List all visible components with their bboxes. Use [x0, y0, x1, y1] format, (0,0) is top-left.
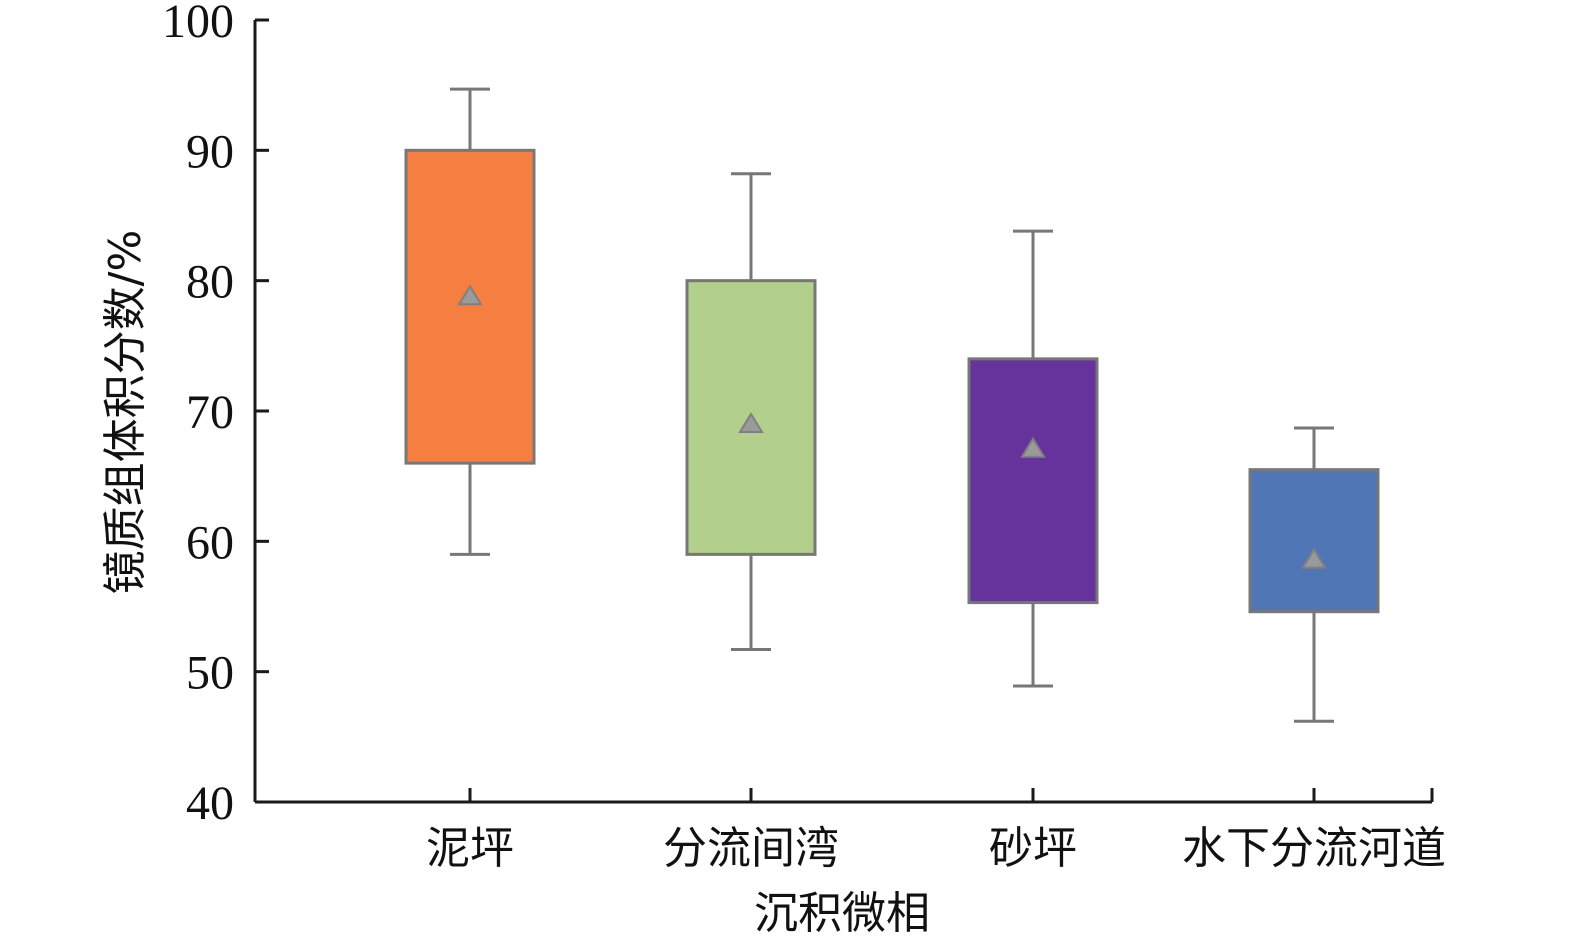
mean-marker: [738, 412, 764, 434]
y-tick-label-90: 90: [186, 125, 234, 178]
axes: 40 50 60 70 80 90 100 泥坪 分流间湾 砂坪 水下分流河道: [162, 0, 1446, 874]
box-iqr: [404, 148, 536, 465]
box-iqr: [1248, 468, 1380, 614]
y-tick-label-100: 100: [162, 0, 234, 48]
y-tick-label-50: 50: [186, 647, 234, 700]
mean-marker: [1020, 436, 1046, 458]
box-group-3: [1248, 426, 1380, 723]
box-group-0: [404, 87, 536, 556]
x-tick-label-0: 泥坪: [426, 823, 514, 874]
box-group-2: [967, 229, 1099, 688]
x-axis-title: 沉积微相: [754, 888, 930, 939]
x-tick-label-2: 砂坪: [989, 823, 1077, 874]
y-tick-label-40: 40: [186, 777, 234, 830]
box-iqr: [967, 357, 1099, 605]
y-axis-title: 镜质组体积分数/%: [100, 230, 151, 595]
y-tick-label-60: 60: [186, 516, 234, 569]
mean-marker: [1301, 547, 1327, 569]
x-tick-label-1: 分流间湾: [663, 823, 839, 874]
y-tick-label-80: 80: [186, 256, 234, 309]
x-tick-label-3: 水下分流河道: [1182, 823, 1446, 874]
box-group-1: [685, 172, 817, 652]
boxes: [404, 87, 1380, 723]
y-tick-label-70: 70: [186, 386, 234, 439]
mean-marker: [457, 284, 483, 306]
